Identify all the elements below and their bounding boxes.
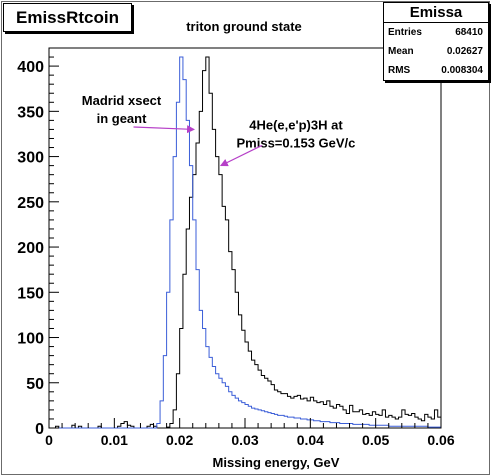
y-tick-label: 200 [17, 240, 44, 257]
x-tick-label: 0.06 [427, 432, 454, 448]
x-tick-label: 0.04 [297, 432, 324, 448]
x-tick-label: 0.03 [231, 432, 258, 448]
stats-value: 68410 [455, 27, 483, 38]
histogram-title-box: EmissRtcoin [3, 3, 132, 32]
annotation-1: Madrid xsect in geant [82, 93, 196, 134]
stats-box: Emissa Entries 68410 Mean 0.02627 RMS 0.… [383, 2, 489, 81]
chart-title: triton ground state [186, 19, 302, 34]
y-tick-label: 100 [17, 331, 44, 348]
annotation-arrow [219, 144, 263, 167]
stats-row-entries: Entries 68410 [384, 23, 488, 42]
stats-row-mean: Mean 0.02627 [384, 42, 488, 61]
y-tick-label: 0 [35, 421, 44, 438]
stats-name: Emissa [384, 3, 488, 23]
y-tick-label: 300 [17, 150, 44, 167]
x-tick-label: 0.05 [362, 432, 389, 448]
annotation-layer: Madrid xsect in geant 4He(e,e'p)3H at Pmiss… [82, 93, 356, 167]
window-title: EmissRtcoin [16, 8, 119, 27]
y-tick-label: 50 [26, 376, 44, 393]
x-tick-label: 0.02 [166, 432, 193, 448]
series-line-blue [49, 56, 441, 429]
stats-row-rms: RMS 0.008304 [384, 61, 488, 80]
series-layer [49, 56, 441, 429]
stats-label: Mean [388, 46, 414, 57]
x-tick-label: 0.01 [101, 432, 128, 448]
axis-layer: 0 0.01 0.02 0.03 0.04 0.05 0.06 0 50 100 150 200 250… [17, 47, 455, 448]
y-tick-label: 400 [17, 59, 44, 76]
y-tick-label: 250 [17, 195, 44, 212]
annotation-text: 4He(e,e'p)3H at [249, 117, 343, 132]
annotation-arrow [133, 125, 196, 134]
x-axis-label: Missing energy, GeV [213, 455, 340, 470]
stats-value: 0.008304 [441, 65, 483, 76]
series-line-black [49, 56, 441, 429]
annotation-2: 4He(e,e'p)3H at Pmiss=0.153 GeV/c [219, 117, 356, 167]
y-tick-label: 150 [17, 285, 44, 302]
stats-label: Entries [388, 27, 422, 38]
annotation-text: Madrid xsect [82, 93, 162, 108]
annotation-text: Pmiss=0.153 GeV/c [237, 135, 356, 150]
annotation-text: in geant [97, 111, 148, 126]
x-tick-label: 0 [45, 432, 53, 448]
stats-value: 0.02627 [446, 46, 483, 57]
stats-label: RMS [388, 65, 411, 76]
y-tick-label: 350 [17, 104, 44, 121]
